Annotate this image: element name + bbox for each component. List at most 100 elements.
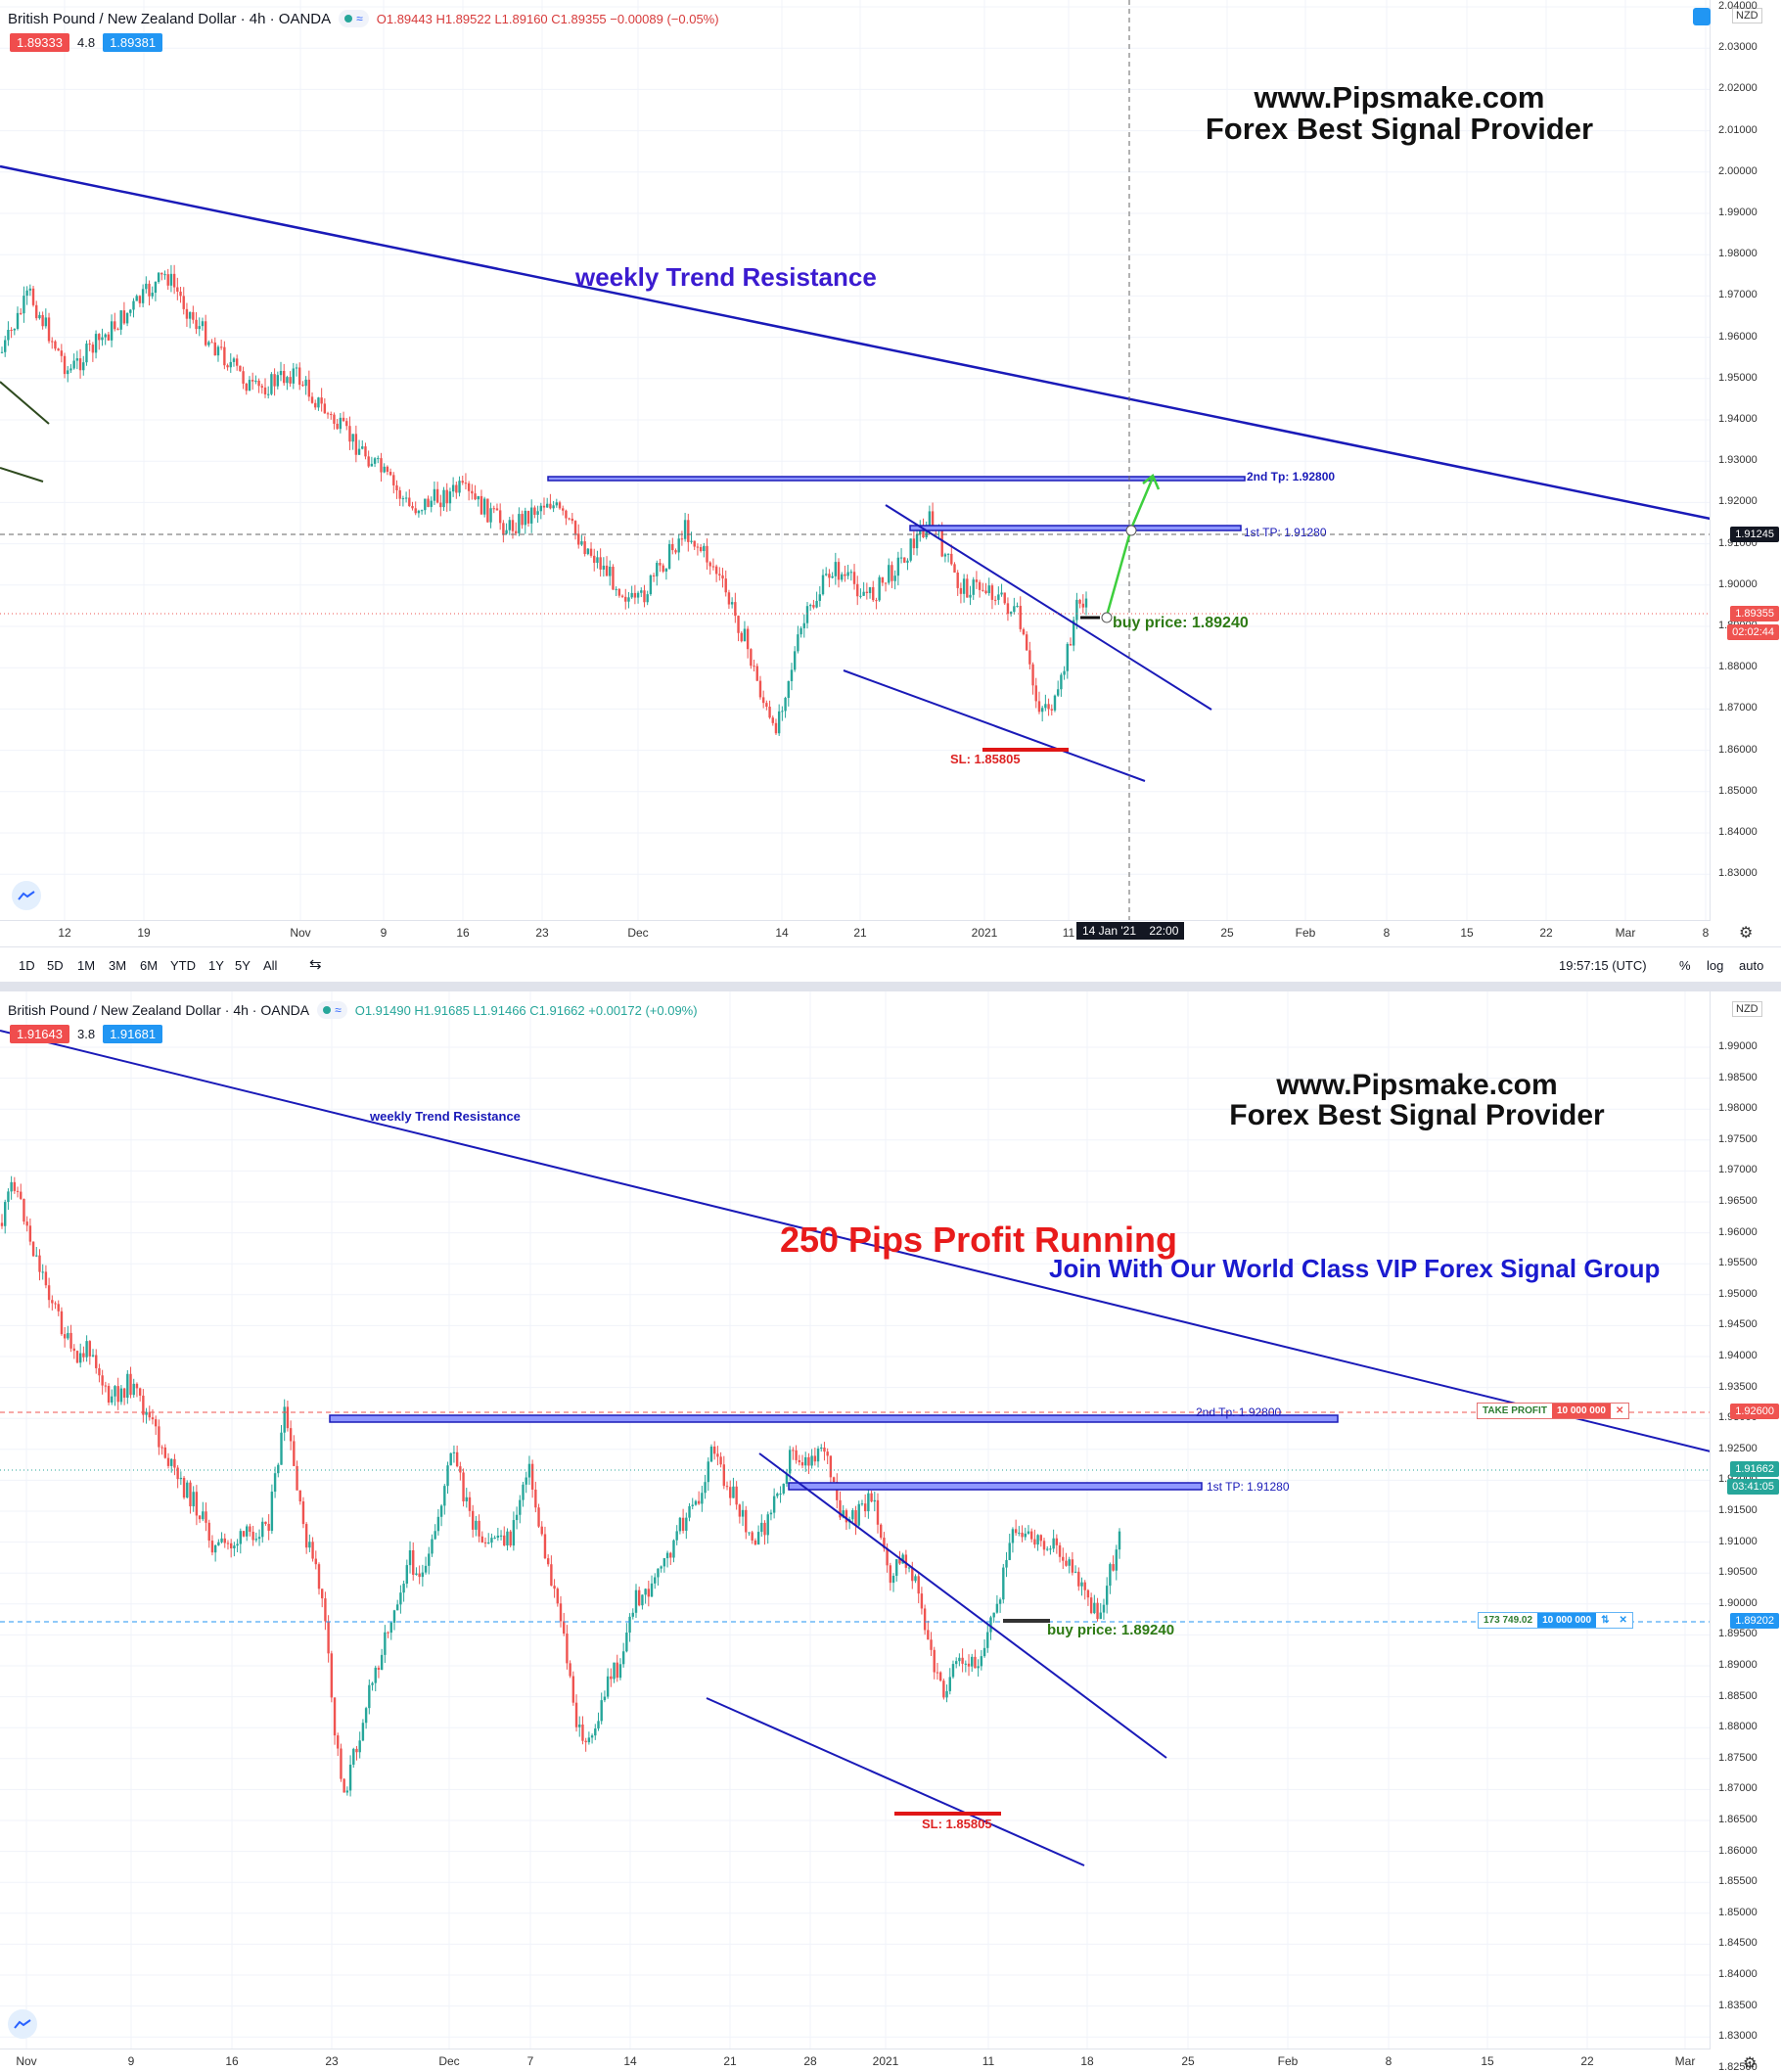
gear-icon[interactable]: ⚙ <box>1743 2055 1758 2072</box>
candle-body <box>189 1482 192 1507</box>
candle-body <box>1021 1532 1024 1538</box>
close-icon[interactable]: ✕ <box>1616 1405 1624 1416</box>
chart-pane-top[interactable]: weekly Trend Resistance 2nd Tp: 1.92800 1s… <box>0 0 1781 982</box>
candle-body <box>776 1494 779 1496</box>
candle-body <box>589 548 593 556</box>
candle-body <box>192 1492 195 1507</box>
candle-body <box>774 722 778 734</box>
candle-body <box>732 1486 735 1498</box>
candle-body <box>421 1572 425 1578</box>
candle-body <box>126 1373 129 1399</box>
tradingview-logo-icon[interactable] <box>12 881 41 910</box>
candle-body <box>741 1509 745 1517</box>
candle-body <box>760 1522 763 1533</box>
percent-toggle[interactable]: % <box>1679 958 1691 973</box>
clock-readout[interactable]: 19:57:15 (UTC) <box>1559 958 1647 973</box>
candle-body <box>418 1573 421 1578</box>
candle-body <box>82 1353 85 1358</box>
range-all[interactable]: All <box>263 958 278 973</box>
range-3m[interactable]: 3M <box>109 958 127 973</box>
candle-body <box>737 616 740 633</box>
candle-body <box>151 293 154 297</box>
range-1d[interactable]: 1D <box>19 958 35 973</box>
candle-body <box>358 1740 361 1753</box>
candle-body <box>179 291 182 297</box>
alert-icon[interactable] <box>1693 8 1711 25</box>
range-ytd[interactable]: YTD <box>170 958 196 973</box>
buy-sell-box[interactable]: 1.89333 4.8 1.89381 <box>10 33 163 52</box>
auto-toggle[interactable]: auto <box>1739 958 1764 973</box>
candle-body <box>263 387 267 395</box>
buy-price-button-2[interactable]: 1.91681 <box>103 1025 163 1043</box>
watermark-line2: Forex Best Signal Provider <box>1205 112 1594 146</box>
candle-body <box>602 565 606 570</box>
candle-body <box>348 1764 352 1791</box>
price-tick: 2.00000 <box>1718 164 1758 177</box>
candle-body <box>1052 1538 1055 1549</box>
candle-body <box>4 340 7 352</box>
symbol-legend[interactable]: British Pound / New Zealand Dollar · 4h … <box>8 10 719 27</box>
candle-body <box>977 1666 980 1669</box>
range-1m[interactable]: 1M <box>77 958 96 973</box>
range-6m[interactable]: 6M <box>140 958 159 973</box>
range-1y[interactable]: 1Y <box>208 958 224 973</box>
time-tick: 16 <box>225 2054 239 2068</box>
compare-icon[interactable]: ≈ <box>317 1001 347 1019</box>
spread-value-2: 3.8 <box>77 1027 96 1041</box>
candle-body <box>163 1447 167 1458</box>
watermark-line1-2: www.Pipsmake.com <box>1276 1069 1558 1101</box>
price-axis-bottom[interactable]: NZD 1.99000 1.98500 1.98000 1.97500 1.97000 1… <box>1710 991 1781 2072</box>
buy-sell-box-2[interactable]: 1.91643 3.8 1.91681 <box>10 1025 163 1043</box>
candle-body <box>94 334 98 353</box>
chart-canvas-bottom[interactable]: weekly Trend Resistance 2nd Tp: 1.92800 1s… <box>0 991 1711 2049</box>
price-axis-top[interactable]: NZD 2.04000 2.03000 2.02000 2.01000 2.00000 1… <box>1710 0 1781 920</box>
candle-body <box>708 562 711 567</box>
candle-body <box>678 1517 682 1532</box>
sell-price-button[interactable]: 1.89333 <box>10 33 69 52</box>
candle-body <box>565 510 568 519</box>
currency-label[interactable]: NZD <box>1732 8 1762 23</box>
position-order[interactable]: 173 749.02 10 000 000 ⇅ ✕ <box>1478 1612 1633 1629</box>
pane-divider[interactable] <box>0 982 1781 991</box>
position-pnl[interactable]: 173 749.02 <box>1484 1615 1533 1626</box>
gear-icon[interactable]: ⚙ <box>1739 925 1754 942</box>
candle-body <box>630 592 633 598</box>
buy-price-button[interactable]: 1.89381 <box>103 33 163 52</box>
time-axis-bottom[interactable]: Nov 9 16 23 Dec 7 14 21 28 2021 11 18 25 Feb 8 15 22 Mar <box>0 2049 1711 2072</box>
range-5y[interactable]: 5Y <box>235 958 251 973</box>
candle-body <box>1071 1559 1074 1573</box>
candle-body <box>116 1386 119 1403</box>
candle-body <box>886 1547 889 1566</box>
symbol-title-2[interactable]: British Pound / New Zealand Dollar · 4h … <box>8 1002 310 1018</box>
reverse-icon[interactable]: ⇅ <box>1601 1615 1610 1626</box>
candle-body <box>521 514 524 526</box>
currency-label-2[interactable]: NZD <box>1732 1001 1762 1017</box>
take-profit-label[interactable]: TAKE PROFIT <box>1483 1405 1547 1416</box>
candle-body <box>677 538 680 553</box>
time-tick: Feb <box>1295 926 1316 940</box>
take-profit-order[interactable]: TAKE PROFIT 10 000 000 ✕ <box>1477 1403 1630 1419</box>
candle-body <box>107 1386 111 1403</box>
symbol-legend-2[interactable]: British Pound / New Zealand Dollar · 4h … <box>8 1001 698 1019</box>
candle-body <box>95 1355 98 1368</box>
take-profit-qty[interactable]: 10 000 000 <box>1551 1404 1611 1418</box>
close-icon[interactable]: ✕ <box>1619 1615 1627 1626</box>
tradingview-logo-icon[interactable] <box>8 2009 37 2039</box>
candle-body <box>812 605 815 608</box>
candle-body <box>135 296 138 301</box>
time-axis-top[interactable]: 12 19 Nov 9 16 23 Dec 14 21 2021 11 25 Feb 8 15 22 Mar 8 <box>0 920 1711 944</box>
compare-icon[interactable]: ≈ <box>339 10 369 27</box>
candle-body <box>936 1672 939 1674</box>
date-range-icon[interactable]: ⇆ <box>309 956 322 973</box>
sell-price-button-2[interactable]: 1.91643 <box>10 1025 69 1043</box>
range-5d[interactable]: 5D <box>47 958 64 973</box>
chart-canvas-top[interactable]: weekly Trend Resistance 2nd Tp: 1.92800 1s… <box>0 0 1711 920</box>
candle-body <box>1077 1571 1080 1587</box>
log-toggle[interactable]: log <box>1707 958 1724 973</box>
position-qty[interactable]: 10 000 000 <box>1537 1613 1597 1628</box>
chart-pane-bottom[interactable]: weekly Trend Resistance 2nd Tp: 1.92800 1s… <box>0 991 1781 2072</box>
candle-body <box>496 1535 500 1539</box>
symbol-title[interactable]: British Pound / New Zealand Dollar · 4h … <box>8 10 332 27</box>
candle-body <box>851 1509 854 1520</box>
candle-body <box>286 377 289 384</box>
